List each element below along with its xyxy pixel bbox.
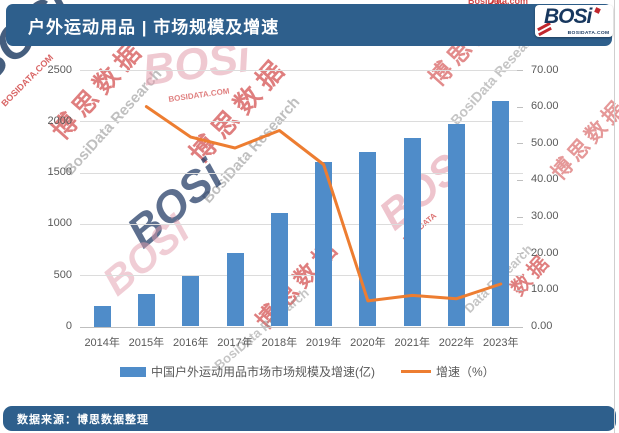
x-axis-baseline bbox=[80, 326, 523, 328]
left-axis-tick-label: 2000 bbox=[47, 114, 72, 127]
x-axis-label-2021年: 2021年 bbox=[394, 337, 431, 349]
page-title: 户外运动用品 | 市场规模及增速 bbox=[28, 17, 280, 37]
x-axis-label-2016年: 2016年 bbox=[173, 337, 209, 349]
right-axis-tick-label: 70.00 bbox=[531, 63, 559, 76]
legend-bar-label: 中国户外运动用品市场市场规模及增速(亿) bbox=[151, 365, 375, 379]
bar-2020年 bbox=[359, 152, 377, 327]
logo-domain-text: BOSIDATA.COM bbox=[567, 29, 609, 35]
right-axis-tick-label: 50.00 bbox=[531, 136, 559, 149]
gridline bbox=[80, 223, 523, 225]
right-axis-tick-label: 60.00 bbox=[531, 100, 559, 113]
gridline bbox=[80, 70, 523, 71]
bar-2015年 bbox=[137, 293, 155, 327]
right-axis-tickmark bbox=[517, 326, 523, 328]
x-axis-label-2018年: 2018年 bbox=[261, 337, 298, 349]
page-edge-line bbox=[614, 0, 615, 433]
logo-accent-dot-icon bbox=[594, 7, 601, 14]
right-axis-tickmark bbox=[517, 70, 523, 71]
left-axis-tick-label: 2500 bbox=[47, 63, 72, 76]
left-axis-tick-label: 1500 bbox=[47, 166, 72, 179]
x-axis-label-2015年: 2015年 bbox=[128, 337, 165, 349]
right-axis-tickmark bbox=[517, 143, 523, 145]
logo-wordmark: BOSi bbox=[544, 5, 592, 28]
legend-line-label: 增速（%） bbox=[436, 365, 495, 379]
gridline bbox=[80, 172, 523, 174]
bar-2021年 bbox=[403, 137, 421, 327]
left-axis-tick-label: 500 bbox=[53, 268, 72, 281]
bar-2023年 bbox=[492, 100, 510, 327]
growth-line bbox=[144, 105, 503, 303]
chart-legend: 中国户外运动用品市场市场规模及增速(亿) 增速（%） bbox=[120, 363, 495, 380]
right-axis-tickmark bbox=[517, 216, 523, 218]
right-axis-tick-label: 30.00 bbox=[531, 210, 559, 223]
bar-2019年 bbox=[315, 162, 333, 327]
right-axis-tickmark bbox=[517, 253, 523, 255]
footer-bar: 数据来源：博思数据整理 bbox=[3, 406, 616, 431]
bar-2014年 bbox=[93, 306, 111, 327]
legend-line-swatch bbox=[401, 370, 431, 373]
right-axis-tick-label: 20.00 bbox=[531, 246, 559, 259]
left-axis-tick-label: 0 bbox=[65, 320, 72, 332]
x-axis-label-2023年: 2023年 bbox=[483, 337, 519, 349]
right-axis-tickmark bbox=[517, 106, 523, 108]
header-bar: 户外运动用品 | 市场规模及增速 bbox=[6, 4, 612, 46]
bar-2017年 bbox=[226, 252, 244, 327]
right-axis-tickmark bbox=[517, 179, 523, 181]
legend-bar-swatch bbox=[120, 366, 146, 377]
bar-2018年 bbox=[270, 212, 288, 327]
x-axis-label-2014年: 2014年 bbox=[84, 337, 120, 349]
gridline bbox=[80, 275, 523, 277]
right-axis-tick-label: 40.00 bbox=[531, 173, 559, 186]
x-axis-label-2020年: 2020年 bbox=[350, 337, 386, 349]
x-axis-label-2022年: 2022年 bbox=[438, 337, 475, 349]
x-axis-label-2019年: 2019年 bbox=[305, 337, 342, 349]
right-axis-tick-label: 0.00 bbox=[531, 320, 553, 332]
right-axis-tick-label: 10.00 bbox=[531, 283, 559, 296]
right-axis-tickmark bbox=[517, 289, 523, 291]
data-source-text: 数据来源：博思数据整理 bbox=[17, 413, 149, 426]
bar-2016年 bbox=[182, 276, 200, 327]
bar-2022年 bbox=[448, 123, 465, 327]
left-axis-tick-label: 1000 bbox=[47, 217, 72, 230]
bosi-logo: BOSi BOSIDATA.COM bbox=[535, 5, 613, 37]
x-axis-label-2017年: 2017年 bbox=[217, 337, 253, 349]
gridline bbox=[80, 121, 523, 123]
growth-line-series bbox=[144, 105, 503, 303]
